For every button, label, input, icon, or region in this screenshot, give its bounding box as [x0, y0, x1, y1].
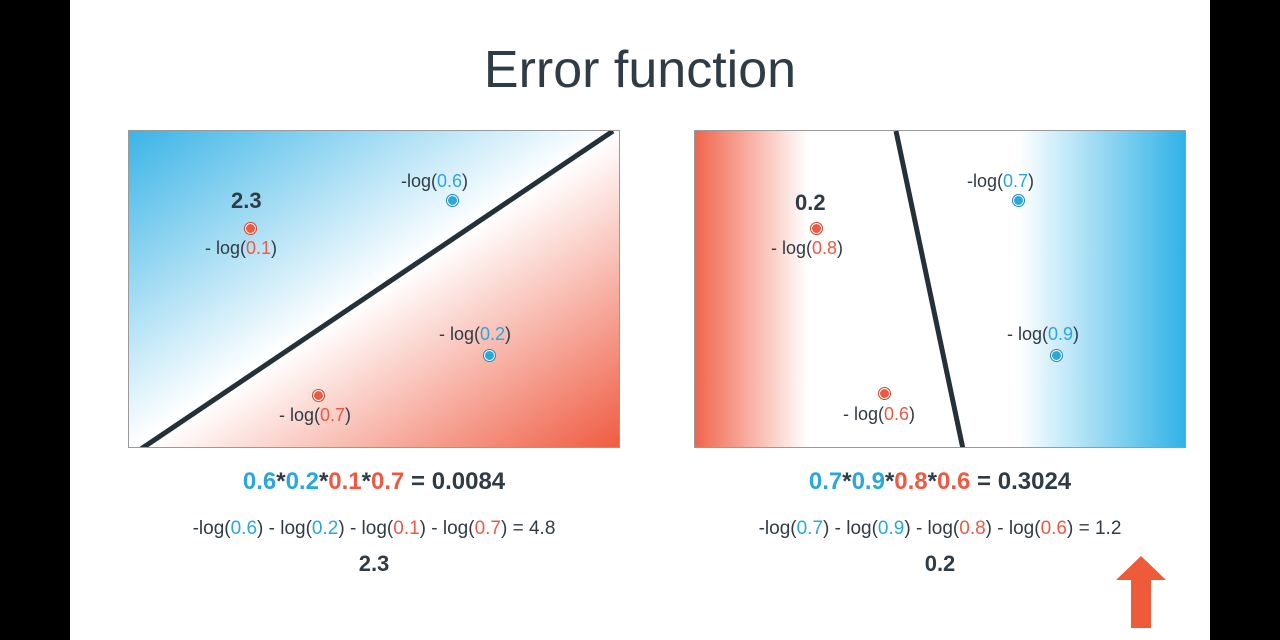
slide: Error function 2.3 - log(0.1) -log(0.6): [70, 0, 1210, 640]
point-label: - log(0.7): [279, 405, 352, 425]
left-product-equation: 0.6*0.2*0.1*0.7 = 0.0084: [242, 468, 506, 495]
point-label: -log(0.6): [401, 171, 469, 191]
blue-point: [1051, 350, 1062, 361]
point-label: - log(0.1): [205, 238, 278, 258]
right-product-equation: 0.7*0.9*0.8*0.6 = 0.3024: [808, 468, 1072, 495]
red-point: [811, 223, 822, 234]
blue-point: [1013, 195, 1024, 206]
point-label: - log(0.8): [771, 238, 844, 258]
red-point: [245, 223, 256, 234]
point-label: -log(0.7): [967, 171, 1035, 191]
point-label: - log(0.9): [1007, 324, 1080, 344]
right-total: 0.2: [924, 551, 956, 576]
right-log-sum-equation: -log(0.7) - log(0.9) - log(0.8) - log(0.…: [758, 518, 1122, 539]
red-point: [313, 390, 324, 401]
blue-point: [447, 195, 458, 206]
left-boundary-line: [139, 131, 615, 447]
left-panel-background: [129, 131, 619, 447]
red-point: [879, 388, 890, 399]
right-score: 0.2: [795, 190, 826, 215]
left-classification-panel: 2.3 - log(0.1) -log(0.6) - log(0.2) - lo…: [128, 130, 620, 448]
right-boundary-line: [893, 131, 966, 447]
point-label: - log(0.2): [439, 324, 512, 344]
left-log-sum-equation: -log(0.6) - log(0.2) - log(0.1) - log(0.…: [192, 518, 556, 539]
left-score: 2.3: [231, 188, 262, 213]
up-arrow-icon: [1116, 556, 1166, 628]
blue-point: [484, 350, 495, 361]
right-classification-panel: 0.2 - log(0.8) -log(0.7) - log(0.9) - lo…: [694, 130, 1186, 448]
right-panel-background: [695, 131, 1185, 447]
slide-title: Error function: [483, 41, 797, 99]
left-total: 2.3: [358, 551, 390, 576]
point-label: - log(0.6): [843, 404, 916, 424]
